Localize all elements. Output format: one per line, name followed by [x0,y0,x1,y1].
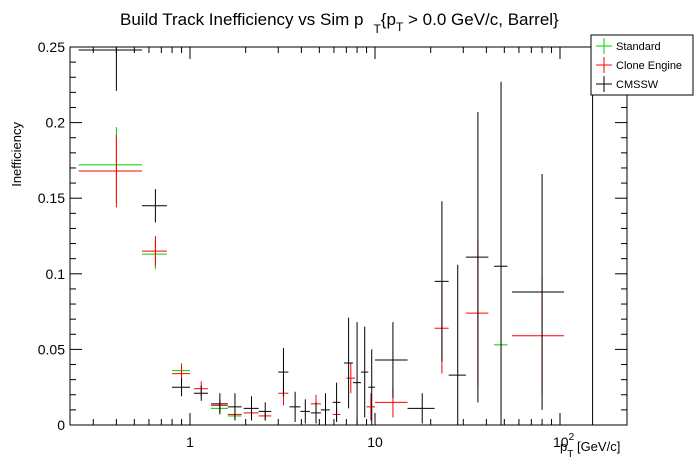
data-point [332,382,341,422]
data-point [300,399,310,424]
chart-title-sub2: T [396,20,404,34]
legend: Standard Clone Engine CMSSW [590,34,694,96]
y-axis-label: Inefficiency [9,122,24,187]
data-point [346,363,356,394]
y-tick-label: 0.2 [46,115,66,131]
x-tick-label-1: 1 [186,434,194,450]
legend-label-cmssw: CMSSW [616,79,659,91]
chart-title-sub1: T [373,22,381,36]
data-point [78,47,142,91]
x-tick-label-100-exponent: 2 [569,432,575,443]
data-point [258,402,272,421]
chart-title: Build Track Inefficiency vs Sim p T{pT > … [120,10,559,36]
data-point [375,387,408,418]
data-point [211,393,228,415]
data-point [465,112,489,403]
y-tick-label: 0 [57,417,65,433]
data-point [172,378,190,397]
data-point [289,391,301,422]
series-standard [78,127,508,421]
series-cmssw [78,47,603,426]
x-tick-label-10: 10 [367,434,383,450]
x-axis-label: pT [GeV/c] [560,439,620,460]
data-point [448,264,466,425]
data-point [141,189,167,223]
data-point [278,347,289,397]
y-tick-label: 0.1 [46,266,66,282]
data-point [434,201,449,362]
y-tick-labels: 0 0.05 0.1 0.15 0.2 0.25 [38,39,65,433]
data-point [352,322,361,425]
x-tick-label-100: 102 [553,432,575,450]
data-point [78,134,142,208]
data-point [511,174,564,410]
y-tick-label: 0.05 [38,341,65,357]
series-clone-engine [78,134,564,421]
data-point [227,393,242,421]
x-axis-label-sub: T [567,449,573,460]
data-point [344,317,353,409]
data-marks [78,47,603,426]
data-point [141,239,167,270]
data-point [465,240,489,386]
data-point [368,349,375,425]
legend-label-clone-engine: Clone Engine [616,60,682,72]
data-point [494,81,508,425]
axis-ticks [70,46,627,426]
data-point [320,393,330,425]
plot-frame [69,46,628,426]
data-point [310,402,321,424]
data-point [375,322,408,398]
data-point [360,326,369,418]
y-tick-label: 0.25 [38,39,65,55]
data-point [511,276,564,395]
legend-label-standard: Standard [616,41,661,53]
data-point [193,385,208,401]
data-point [366,393,375,421]
data-point [581,47,603,426]
y-tick-label: 0.15 [38,190,65,206]
data-point [141,236,167,267]
data-point [243,396,259,421]
data-point [407,393,435,424]
data-point [78,127,142,203]
